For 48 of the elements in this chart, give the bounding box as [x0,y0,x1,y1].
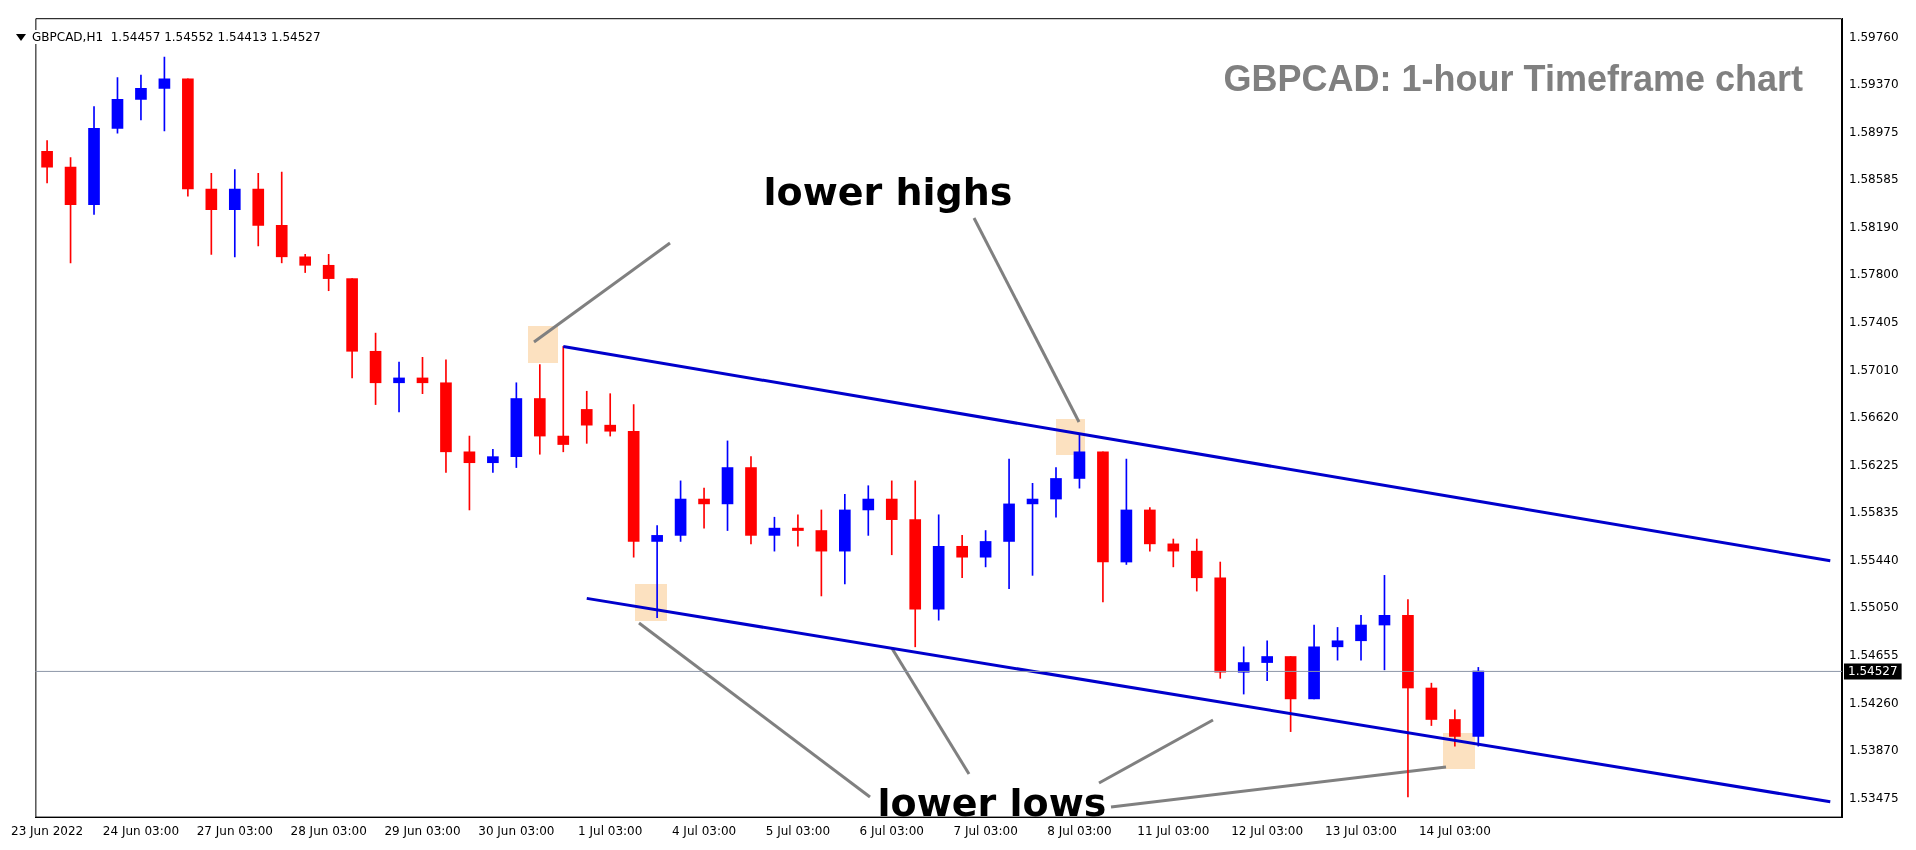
x-tick-label: 8 Jul 03:00 [1047,823,1112,838]
y-tick-label: 1.55050 [1849,600,1899,615]
y-tick-label: 1.57800 [1849,267,1899,282]
x-tick-label: 4 Jul 03:00 [671,823,737,838]
annotation: lower highs [763,170,1013,214]
y-tick-label: 1.59370 [1849,76,1899,91]
annotation: lower lows [877,781,1107,825]
candlestick [651,525,663,619]
y-tick-label: 1.56225 [1849,457,1899,472]
y-tick-label: 1.55835 [1849,505,1899,520]
candlestick [393,361,405,413]
candlestick [698,487,710,529]
x-tick-label: 1 Jul 03:00 [578,823,643,838]
y-tick-label: 1.57405 [1849,314,1899,329]
x-tick-label: 12 Jul 03:00 [1231,823,1304,838]
x-tick-label: 28 Jun 03:00 [290,823,367,838]
y-tick-label: 1.59760 [1849,29,1899,44]
x-tick-label: 23 Jun 2022 [11,823,84,838]
x-tick-label: 24 Jun 03:00 [102,823,180,838]
y-tick-label: 1.58975 [1849,124,1899,139]
candlestick [862,485,875,536]
y-tick-label: 1.57010 [1849,362,1899,377]
x-tick-label: 7 Jul 03:00 [953,823,1018,838]
x-tick-label: 29 Jun 03:00 [384,823,461,838]
y-tick-label: 1.53870 [1849,743,1899,758]
candlestick [557,346,570,453]
text: GBPCAD: 1-hour Timeframe chart [1223,58,1803,100]
y-tick-label: 1.55440 [1849,552,1899,567]
y-tick-label: 1.58190 [1849,219,1899,234]
x-tick-label: 13 Jul 03:00 [1325,823,1397,838]
candlestick [604,393,617,437]
x-tick-label: 14 Jul 03:00 [1418,823,1491,838]
candlestick [1237,646,1250,695]
candlestick [792,514,804,547]
x-tick-label: 30 Jun 03:00 [478,823,555,838]
y-tick-label: 1.53475 [1849,790,1899,805]
x-tick-label: 6 Jul 03:00 [859,823,924,838]
candlestick [228,169,241,258]
x-tick-label: 5 Jul 03:00 [765,823,831,838]
y-tick-label: 1.58585 [1849,172,1899,187]
y-tick-label: 1.56620 [1849,410,1899,425]
y-tick-label: 1.54260 [1849,695,1899,710]
candlestick [1261,640,1273,682]
text: GBPCAD,H1 1.54457 1.54552 1.54413 1.54527 [32,30,321,44]
x-tick-label: 11 Jul 03:00 [1137,823,1210,838]
x-tick-label: 27 Jun 03:00 [196,823,273,838]
y-tick-label: 1.54655 [1849,648,1899,663]
ref-line-label: 1.54527 [1848,663,1898,678]
